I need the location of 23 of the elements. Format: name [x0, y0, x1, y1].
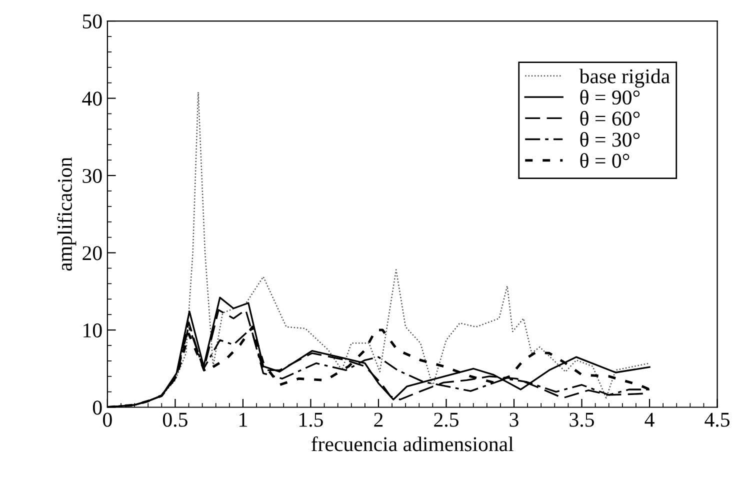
- legend-label: base rigida: [579, 68, 670, 88]
- x-tick-label: 2: [374, 412, 383, 427]
- y-tick-label: 50: [82, 14, 102, 28]
- y-axis-title: amplificacion: [57, 157, 76, 271]
- y-tick-label: 20: [82, 246, 102, 260]
- y-tick-label: 10: [84, 323, 102, 338]
- x-tick-label: 0: [103, 412, 112, 427]
- x-tick-label: 4: [644, 412, 654, 427]
- legend-label: θ = 90°: [580, 90, 640, 105]
- x-tick-label: 3: [510, 412, 518, 427]
- x-tick-label: 3.5: [570, 412, 594, 427]
- x-tick-label: 1: [240, 412, 247, 427]
- legend-label: θ = 0°: [580, 153, 630, 168]
- y-tick-label: 0: [92, 400, 102, 415]
- x-tick-label: 1.5: [300, 412, 323, 427]
- legend-label: θ = 30°: [580, 132, 640, 147]
- x-axis-title: frecuencia adimensional: [311, 436, 514, 452]
- y-tick-label: 30: [82, 168, 102, 183]
- x-tick-label: 0.5: [162, 412, 188, 427]
- y-tick-label: 40: [82, 92, 102, 106]
- x-tick-label: 4.5: [704, 412, 730, 427]
- x-tick-label: 2.5: [434, 412, 458, 427]
- legend-label: θ = 60°: [580, 110, 640, 126]
